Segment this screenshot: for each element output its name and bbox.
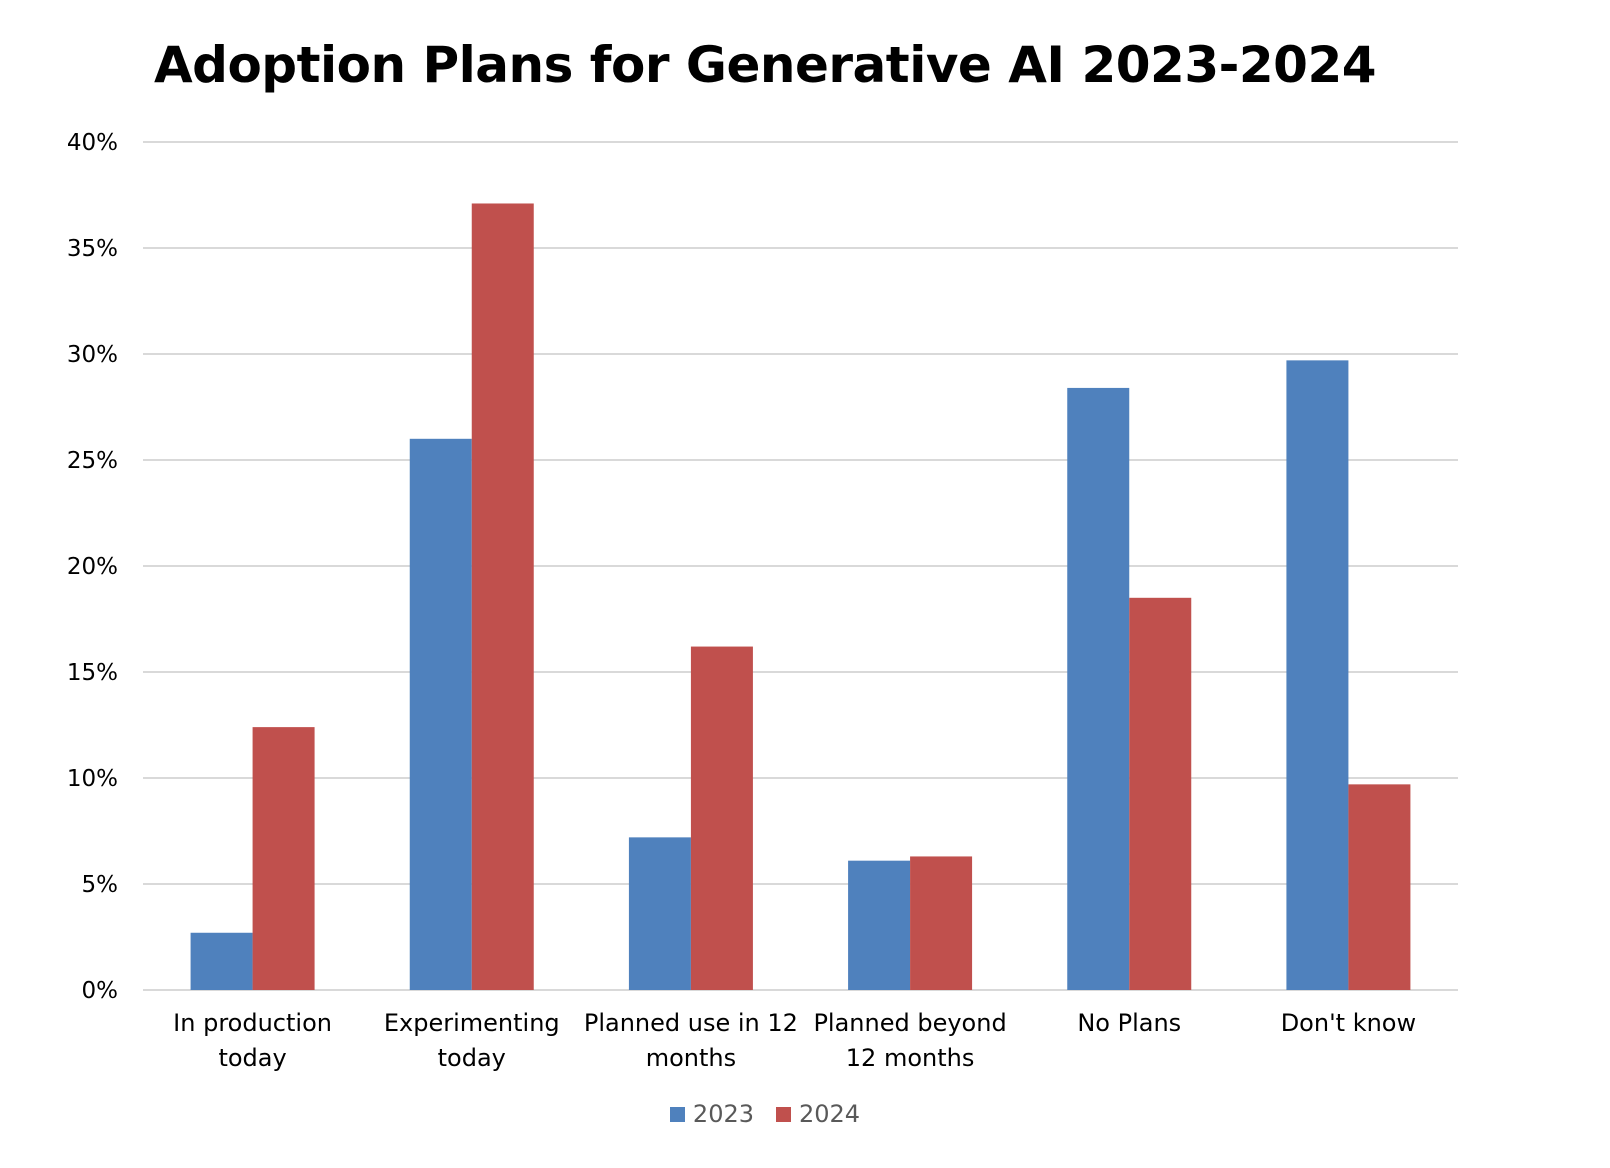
x-category-label: Planned use in 12 months xyxy=(584,1009,798,1072)
y-tick-label: 5% xyxy=(82,872,119,898)
gridlines xyxy=(143,141,1458,991)
bars xyxy=(190,203,1411,991)
x-axis-categories: In production today Experimenting today Plan… xyxy=(173,1009,1416,1072)
y-tick-label: 40% xyxy=(67,130,118,156)
y-tick-label: 30% xyxy=(67,342,118,368)
legend-swatch-2023 xyxy=(669,1106,685,1122)
bar-2023 xyxy=(848,860,911,990)
bar-2023 xyxy=(1067,387,1130,990)
x-category-label: No Plans xyxy=(1077,1009,1181,1037)
bar-2023 xyxy=(190,932,253,990)
legend-item-2023: 2023 xyxy=(669,1100,754,1128)
y-tick-label: 15% xyxy=(67,660,118,686)
bar-2024 xyxy=(690,646,753,990)
bar-2023 xyxy=(1286,360,1349,990)
bar-2024 xyxy=(1348,784,1411,990)
bar-2024 xyxy=(471,203,534,991)
y-tick-label: 20% xyxy=(67,554,118,580)
bar-2024 xyxy=(252,727,315,990)
y-tick-label: 35% xyxy=(67,236,118,262)
y-axis-ticks: 0% 5% 10% 15% 20% 25% 30% 35% 40% xyxy=(67,130,118,1004)
legend-swatch-2024 xyxy=(776,1106,791,1122)
x-category-label: In production today xyxy=(173,1009,332,1072)
bar-2023 xyxy=(628,837,691,990)
x-category-label: Experimenting today xyxy=(384,1009,560,1072)
bar-2024 xyxy=(1129,597,1192,990)
y-tick-label: 25% xyxy=(67,448,118,474)
legend-item-2024: 2024 xyxy=(776,1100,860,1128)
legend: 2023 2024 xyxy=(0,1100,1530,1128)
legend-label-2023: 2023 xyxy=(692,1100,754,1128)
x-category-label: Don't know xyxy=(1281,1009,1416,1037)
legend-label-2024: 2024 xyxy=(799,1100,861,1128)
y-tick-label: 0% xyxy=(82,978,119,1004)
x-category-label: Planned beyond 12 months xyxy=(813,1009,1006,1072)
y-tick-label: 10% xyxy=(67,766,118,792)
chart-title: Adoption Plans for Generative AI 2023-20… xyxy=(153,36,1377,94)
bar-2023 xyxy=(409,438,472,990)
bar-2024 xyxy=(910,856,973,990)
